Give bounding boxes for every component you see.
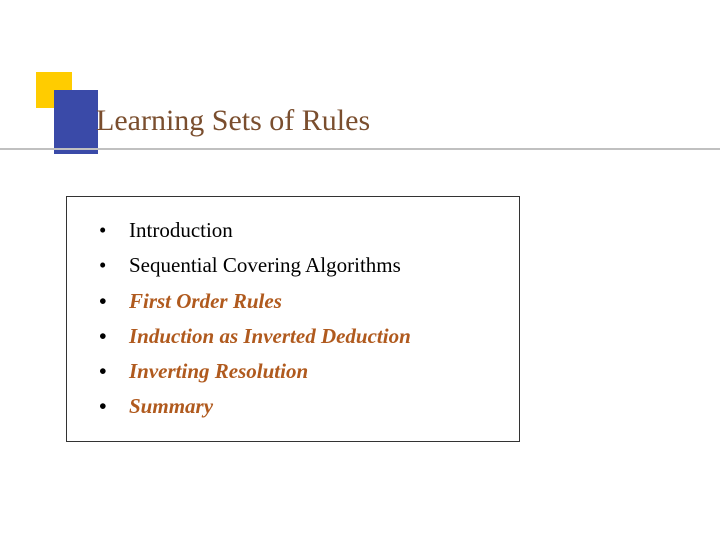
- list-item: Summary: [85, 389, 501, 424]
- list-item: Introduction: [85, 213, 501, 248]
- topic-list: Introduction Sequential Covering Algorit…: [85, 213, 501, 425]
- list-item: Inverting Resolution: [85, 354, 501, 389]
- content-box: Introduction Sequential Covering Algorit…: [66, 196, 520, 442]
- list-item: First Order Rules: [85, 284, 501, 319]
- list-item: Sequential Covering Algorithms: [85, 248, 501, 283]
- list-item: Induction as Inverted Deduction: [85, 319, 501, 354]
- slide-title: Learning Sets of Rules: [96, 104, 370, 138]
- blue-accent-square: [54, 90, 98, 154]
- title-divider-line: [0, 148, 720, 150]
